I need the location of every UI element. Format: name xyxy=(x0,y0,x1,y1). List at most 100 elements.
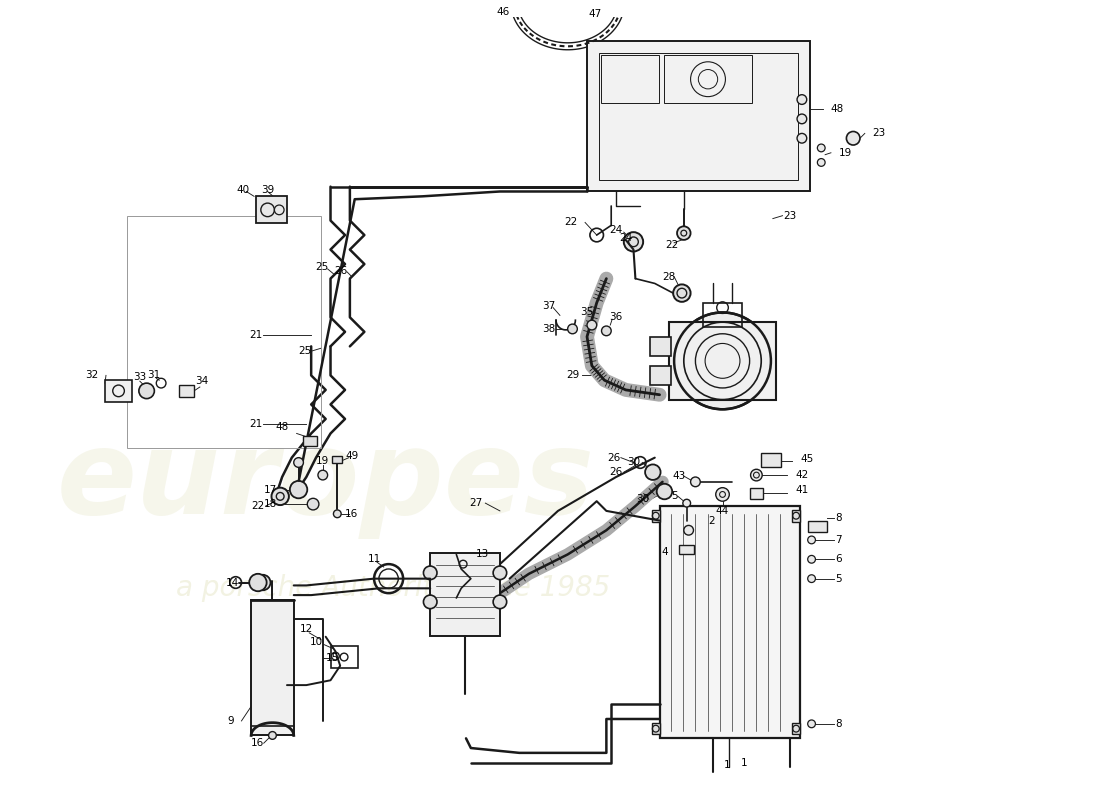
Bar xyxy=(304,436,317,446)
Text: 21: 21 xyxy=(250,330,263,340)
Bar xyxy=(792,510,800,522)
Circle shape xyxy=(715,353,730,369)
Text: 5: 5 xyxy=(835,574,842,584)
Circle shape xyxy=(307,498,319,510)
Bar xyxy=(650,337,671,356)
Text: 24: 24 xyxy=(619,233,632,243)
Text: 6: 6 xyxy=(835,554,842,564)
Text: 38: 38 xyxy=(541,324,554,334)
Bar xyxy=(587,42,810,191)
Circle shape xyxy=(294,458,304,467)
Bar xyxy=(128,216,321,448)
Text: 24: 24 xyxy=(609,226,623,235)
Bar xyxy=(178,385,194,397)
Circle shape xyxy=(684,526,693,535)
Text: 27: 27 xyxy=(469,498,482,508)
Text: 15: 15 xyxy=(326,653,339,663)
Text: 2: 2 xyxy=(708,515,715,526)
Bar xyxy=(749,488,763,499)
Text: 17: 17 xyxy=(264,485,277,494)
Circle shape xyxy=(255,574,271,590)
Circle shape xyxy=(674,313,771,410)
Circle shape xyxy=(424,566,437,580)
Circle shape xyxy=(250,574,266,591)
Text: 1: 1 xyxy=(740,758,747,767)
Text: 49: 49 xyxy=(345,450,359,461)
Circle shape xyxy=(695,334,749,388)
Text: 23: 23 xyxy=(783,210,796,221)
Text: 10: 10 xyxy=(309,637,322,646)
Text: 26: 26 xyxy=(607,453,620,462)
Text: 16: 16 xyxy=(345,509,359,518)
Text: 40: 40 xyxy=(236,185,250,194)
Text: 42: 42 xyxy=(795,470,808,480)
Text: 22: 22 xyxy=(666,240,679,250)
Circle shape xyxy=(705,343,740,378)
Circle shape xyxy=(846,131,860,145)
Text: 45: 45 xyxy=(800,454,813,464)
Bar xyxy=(251,600,294,735)
Text: 32: 32 xyxy=(85,370,98,380)
Circle shape xyxy=(817,144,825,152)
Bar xyxy=(598,53,798,180)
Bar xyxy=(650,366,671,385)
Text: 26: 26 xyxy=(609,467,623,477)
Bar xyxy=(330,646,358,668)
Circle shape xyxy=(568,324,578,334)
Text: 44: 44 xyxy=(716,506,729,516)
Bar xyxy=(660,506,800,738)
Circle shape xyxy=(424,595,437,609)
Text: 25: 25 xyxy=(298,346,311,356)
Circle shape xyxy=(657,484,672,499)
Text: 8: 8 xyxy=(835,719,842,729)
Circle shape xyxy=(676,226,691,240)
Circle shape xyxy=(716,488,729,502)
Text: 28: 28 xyxy=(662,272,675,282)
Bar xyxy=(256,196,287,223)
Circle shape xyxy=(268,731,276,739)
Text: 31: 31 xyxy=(146,370,160,380)
Bar xyxy=(761,453,781,467)
Text: 43: 43 xyxy=(672,471,685,481)
Circle shape xyxy=(613,0,628,10)
Circle shape xyxy=(139,383,154,398)
Text: 11: 11 xyxy=(367,554,381,564)
Bar xyxy=(332,456,342,463)
Text: 34: 34 xyxy=(195,376,208,386)
Text: europes: europes xyxy=(56,424,595,539)
Bar xyxy=(601,55,659,103)
Circle shape xyxy=(333,510,341,518)
Circle shape xyxy=(272,488,289,505)
Text: 13: 13 xyxy=(476,550,490,559)
Text: 4: 4 xyxy=(661,546,668,557)
Bar xyxy=(703,302,741,327)
Bar xyxy=(792,723,800,734)
Text: 5: 5 xyxy=(671,491,678,502)
Text: 36: 36 xyxy=(609,312,623,322)
Text: 19: 19 xyxy=(316,455,329,466)
Text: 21: 21 xyxy=(250,418,263,429)
Text: a porsche Authority since 1985: a porsche Authority since 1985 xyxy=(176,574,610,602)
Text: 1: 1 xyxy=(724,761,730,770)
Text: 9: 9 xyxy=(227,716,233,726)
Circle shape xyxy=(318,470,328,480)
Text: 16: 16 xyxy=(251,738,265,748)
Text: 12: 12 xyxy=(299,624,312,634)
Text: 14: 14 xyxy=(226,578,239,587)
Text: 35: 35 xyxy=(581,307,594,318)
Text: 19: 19 xyxy=(838,148,851,158)
Circle shape xyxy=(807,536,815,544)
Circle shape xyxy=(807,574,815,582)
Circle shape xyxy=(807,720,815,728)
Text: 26: 26 xyxy=(334,266,348,276)
Circle shape xyxy=(691,477,701,486)
Text: 37: 37 xyxy=(541,301,554,310)
Circle shape xyxy=(683,499,691,507)
Text: 33: 33 xyxy=(133,372,146,382)
Text: 29: 29 xyxy=(565,370,579,380)
Text: 8: 8 xyxy=(835,513,842,522)
Text: 25: 25 xyxy=(316,262,329,272)
Text: 48: 48 xyxy=(830,104,844,114)
Bar xyxy=(430,554,499,636)
Circle shape xyxy=(587,320,596,330)
